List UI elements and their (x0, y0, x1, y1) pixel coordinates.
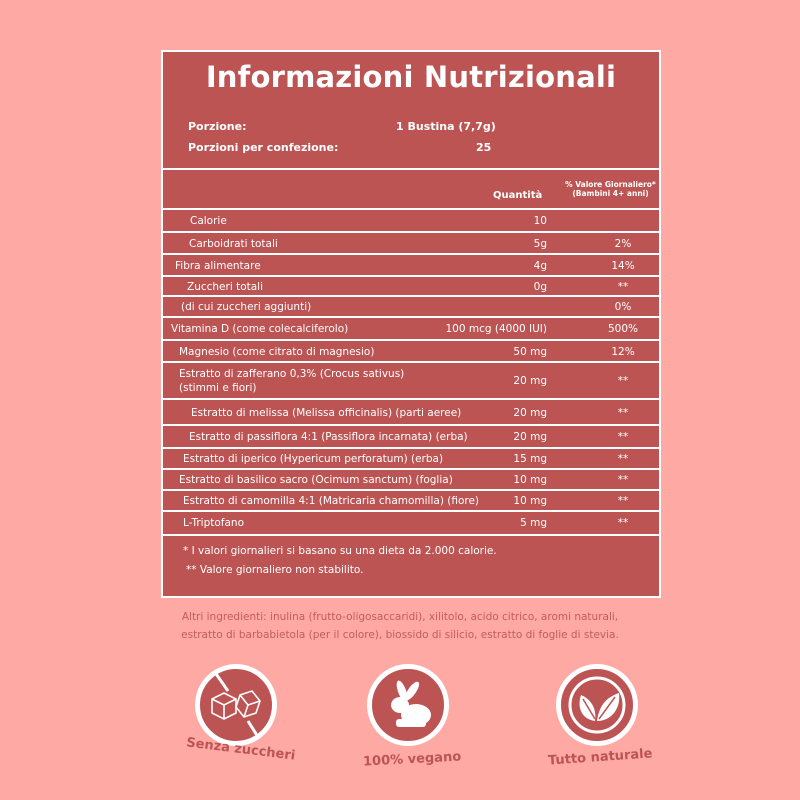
nutrient-name: Estratto di basilico sacro (Ocimum sanct… (179, 474, 453, 486)
dv-header-line2: (Bambini 4+ anni) (572, 189, 649, 198)
nutrient-name: Magnesio (come citrato di magnesio) (179, 345, 375, 358)
row-divider (163, 361, 659, 363)
table-row: Carboidrati totali 5g 2% (163, 233, 659, 254)
nutrient-quantity: 10 mg (513, 474, 547, 486)
nutrient-name: Estratto di melissa (Melissa officinalis… (191, 406, 462, 419)
row-divider (163, 208, 659, 210)
nutrient-quantity: 5g (533, 237, 547, 250)
row-divider (163, 534, 659, 536)
row-divider (163, 295, 659, 297)
dv-header: % Valore Giornaliero* (Bambini 4+ anni) (558, 180, 663, 198)
table-row: Estratto di melissa (Melissa officinalis… (163, 400, 659, 425)
table-row: Calorie 10 (163, 210, 659, 232)
table-row: Vitamina D (come colecalciferolo) 100 mcg… (163, 318, 659, 340)
nutrient-daily-value: 500% (607, 323, 639, 335)
nutrient-name: Estratto di iperico (Hypericum perforatu… (183, 453, 444, 465)
page-title: Informazioni Nutrizionali (205, 60, 617, 94)
nutrient-name: Zuccheri totali (187, 280, 264, 293)
other-ingredients: Altri ingredienti: inulina (frutto-oligo… (0, 608, 800, 644)
nutrient-name: L-Triptofano (183, 517, 245, 529)
nutrient-quantity: 20 mg (513, 375, 547, 387)
row-divider (163, 275, 659, 277)
rabbit-icon (391, 680, 431, 727)
table-row: Fibra alimentare 4g 14% (163, 255, 659, 276)
table-row: Estratto di camomilla 4:1 (Matricaria ch… (163, 491, 659, 511)
nutrient-daily-value: ** (617, 406, 629, 419)
nutrient-quantity: 10 mg (513, 495, 547, 507)
badge-label-natural: Tutto naturale (547, 746, 653, 769)
table-row: Zuccheri totali 0g ** (163, 277, 659, 296)
table-row: Magnesio (come citrato di magnesio) 50 mg… (163, 341, 659, 362)
table-row: (di cui zuccheri aggiunti) 0% (163, 297, 659, 317)
nutrient-daily-value: 14% (611, 259, 635, 272)
table-row: Estratto di basilico sacro (Ocimum sanct… (163, 470, 659, 490)
row-divider (163, 468, 659, 470)
ingredients-line-2: estratto di barbabietola (per il colore)… (181, 629, 619, 641)
nutrient-name: Calorie (190, 215, 227, 227)
table-row: L-Triptofano 5 mg ** (163, 512, 659, 534)
table-row: Estratto di passiflora 4:1 (Passiflora i… (163, 426, 659, 448)
row-divider (163, 510, 659, 512)
divider (163, 168, 659, 170)
nutrient-name: Estratto di zafferano 0,3% (Crocus sativ… (179, 368, 405, 394)
nutrient-quantity: 10 (533, 215, 547, 227)
row-divider (163, 424, 659, 426)
badge-vegan (367, 664, 449, 746)
nutrient-name: Carboidrati totali (189, 237, 278, 250)
table-row: Estratto di iperico (Hypericum perforatu… (163, 449, 659, 469)
row-divider (163, 447, 659, 449)
leaves-icon (568, 676, 626, 734)
nutrient-quantity: 100 mcg (4000 IUI) (445, 323, 547, 335)
footnote-2: ** Valore giornaliero non stabilito. (186, 564, 364, 576)
nutrient-daily-value: ** (617, 453, 629, 465)
nutrient-quantity: 4g (533, 259, 547, 272)
nutrient-name: Estratto di camomilla 4:1 (Matricaria ch… (183, 495, 480, 507)
nutrient-daily-value: 0% (614, 301, 632, 313)
nutrient-quantity: 20 mg (513, 431, 547, 443)
nutrient-daily-value: ** (617, 375, 629, 387)
row-divider (163, 253, 659, 255)
nutrition-panel: Informazioni Nutrizionali Porzione: 1 Bu… (161, 50, 661, 598)
serving-label: Porzione: (188, 120, 247, 133)
servings-per-pack-value: 25 (476, 141, 492, 154)
nutrient-daily-value: 2% (614, 237, 632, 250)
nutrient-daily-value: ** (617, 495, 629, 507)
nutrient-quantity: 20 mg (513, 406, 547, 419)
no-sugar-cubes-icon (211, 670, 261, 738)
badge-no-sugar (195, 664, 277, 746)
nutrient-daily-value: 12% (611, 345, 635, 358)
table-row: Estratto di zafferano 0,3% (Crocus sativ… (163, 363, 659, 399)
nutrient-name: Vitamina D (come colecalciferolo) (171, 323, 349, 335)
dv-header-line1: % Valore Giornaliero* (565, 180, 656, 189)
row-divider (163, 231, 659, 233)
row-divider (163, 489, 659, 491)
row-divider (163, 398, 659, 400)
nutrient-daily-value: ** (617, 517, 629, 529)
nutrient-quantity: 50 mg (513, 345, 547, 358)
badge-label-vegan: 100% vegano (362, 749, 462, 770)
nutrient-quantity: 0g (533, 280, 547, 293)
row-divider (163, 339, 659, 341)
nutrient-daily-value: ** (617, 474, 629, 486)
nutrient-quantity: 15 mg (513, 453, 547, 465)
serving-value: 1 Bustina (7,7g) (396, 120, 496, 133)
servings-per-pack-label: Porzioni per confezione: (188, 141, 339, 154)
nutrient-daily-value: ** (617, 431, 629, 443)
ingredients-line-1: Altri ingredienti: inulina (frutto-oligo… (181, 611, 619, 623)
footnote-1: * I valori giornalieri si basano su una … (183, 545, 497, 557)
nutrient-quantity: 5 mg (520, 517, 547, 529)
nutrient-name: Estratto di passiflora 4:1 (Passiflora i… (189, 431, 468, 443)
badge-natural (556, 664, 638, 746)
nutrient-name: (di cui zuccheri aggiunti) (181, 301, 312, 313)
row-divider (163, 316, 659, 318)
quantity-header: Quantità (493, 190, 543, 201)
nutrient-name: Fibra alimentare (175, 259, 261, 272)
nutrient-daily-value: ** (617, 280, 629, 293)
